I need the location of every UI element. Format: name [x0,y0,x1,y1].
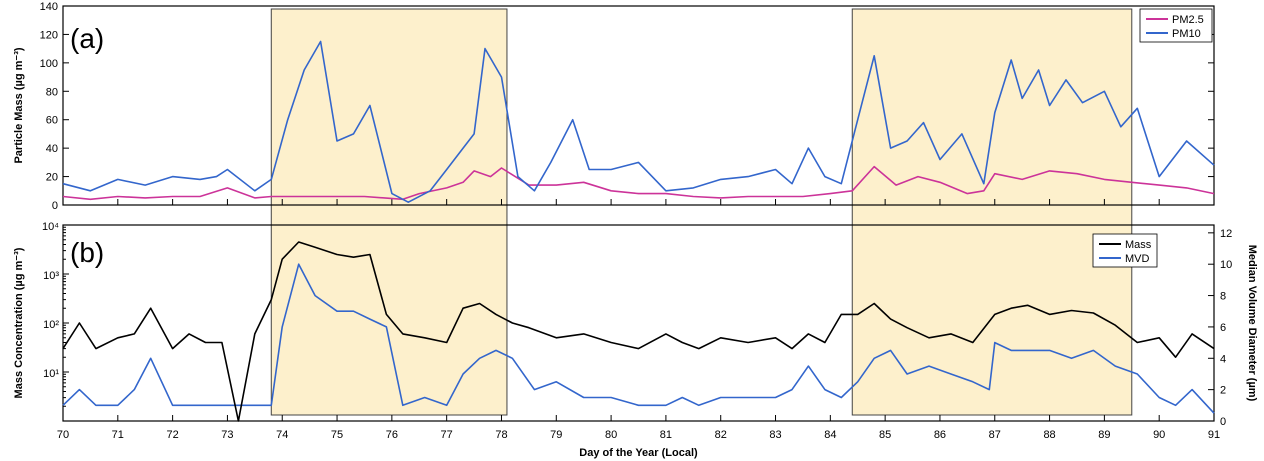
panel-b-y2tick-label: 10 [1220,259,1232,271]
panel-b-xtick-label: 90 [1153,429,1165,441]
panel-a-frame [62,5,1215,206]
panel-a-ytick-label: 40 [46,143,58,155]
panel-a: 0 20 40 60 80 100 120 140 (a) Particle Mass (µg m… [13,1,1215,212]
legend-label: MVD [1125,253,1150,265]
panel-b-xtick-label: 83 [769,429,781,441]
panel-a-ytick-label: 80 [46,86,58,98]
panel-b-xtick-label: 78 [495,429,507,441]
series-pm25-line [62,165,1215,201]
panel-b-y2tick-label: 0 [1220,416,1226,428]
x-axis-label: Day of the Year (Local) [579,447,698,459]
panel-b-xtick-label: 87 [989,429,1001,441]
panel-a-legend: PM2.5 PM10 [1139,8,1213,43]
panel-b-y2tick-label: 8 [1220,291,1226,303]
panel-b-xtick-label: 88 [1043,429,1055,441]
panel-b-xtick-label: 85 [879,429,891,441]
panel-b-xtick-label: 81 [660,429,672,441]
panel-b-y2label: Median Volume Diameter (µm) [1246,245,1258,402]
shaded-region-2 [851,8,1133,416]
panel-a-ylabel: Particle Mass (µg m⁻³) [13,47,25,163]
panel-a-ytick-label: 140 [40,1,58,13]
panel-b-ytick-label: 10² [43,319,59,331]
panel-b-xtick-label: 86 [934,429,946,441]
panel-b-xtick-label: 89 [1098,429,1110,441]
panel-b-y2tick-label: 4 [1220,353,1226,365]
legend-box [1139,8,1213,43]
legend-label: PM2.5 [1172,14,1204,26]
panel-b-label: (b) [70,237,104,268]
panel-b-xtick-label: 76 [386,429,398,441]
panel-b-xtick-label: 80 [605,429,617,441]
panel-b-xtick-label: 74 [276,429,288,441]
panel-b-legend: Mass MVD [1092,233,1158,268]
panel-b-ytick-label: 10³ [43,270,59,282]
shaded-regions [270,8,1133,416]
legend-box [1092,233,1158,268]
panel-b-xtick-label: 91 [1208,429,1220,441]
panel-b-xtick-label: 82 [715,429,727,441]
series-mvd-line [62,263,1215,414]
panel-b-xtick-label: 79 [550,429,562,441]
legend-label: PM10 [1172,28,1201,40]
panel-b-xtick-label: 84 [824,429,836,441]
panel-b-xtick-label: 77 [441,429,453,441]
panel-b: 10¹ 10² 10³ 10⁴ 0 2 4 6 8 10 12 70 71 72 73 74 75 76 77 78 7… [13,221,1258,459]
legend-label: Mass [1125,239,1152,251]
panel-b-ytick-label: 10⁴ [42,221,59,233]
panel-b-y2tick-label: 12 [1220,228,1232,240]
series-pm10-line [62,40,1215,203]
panel-a-ytick-label: 20 [46,172,58,184]
panel-a-ytick-label: 120 [40,29,58,41]
panel-b-xtick-label: 72 [166,429,178,441]
series-mass-line [62,241,1215,422]
panel-b-xtick-label: 71 [112,429,124,441]
panel-a-ytick-label: 100 [40,58,58,70]
panel-b-xtick-label: 70 [57,429,69,441]
panel-b-y2tick-label: 6 [1220,322,1226,334]
panel-b-xtick-label: 73 [221,429,233,441]
panel-b-ytick-label: 10¹ [43,368,59,380]
panel-a-label: (a) [70,23,104,54]
panel-b-xtick-label: 75 [331,429,343,441]
panel-b-y2tick-label: 2 [1220,385,1226,397]
panel-a-ytick-label: 60 [46,115,58,127]
panel-b-ylabel: Mass Concentration (µg m⁻³) [13,247,25,398]
panel-a-ytick-label: 0 [52,200,58,212]
shaded-region-1 [270,8,508,416]
